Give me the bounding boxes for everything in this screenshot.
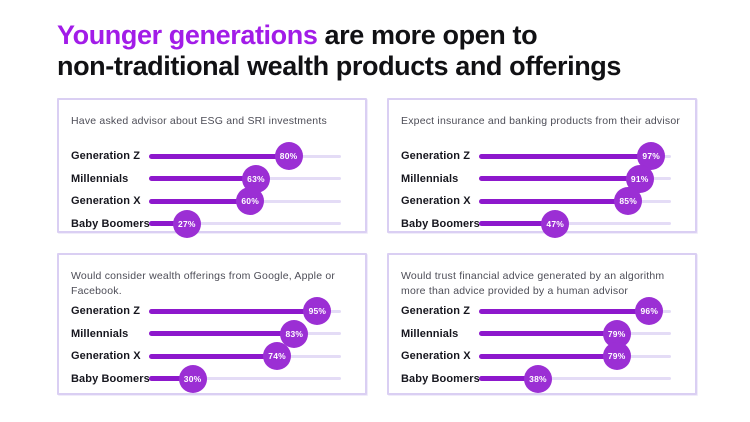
value-dot: 79% <box>602 342 631 371</box>
row-label: Millennials <box>71 172 129 185</box>
bar-line <box>479 153 658 159</box>
page-title: Younger generations are more open to non… <box>57 20 717 82</box>
track-area: 95% <box>149 297 341 326</box>
row-label: Generation Z <box>401 150 471 163</box>
track-area: 60% <box>149 187 341 216</box>
chart-row: Baby Boomers 38% <box>401 364 681 393</box>
chart-row: Millennials 79% <box>401 319 681 348</box>
bar-line <box>149 176 262 182</box>
panel-title: Expect insurance and banking products fr… <box>401 115 681 127</box>
value-dot: 27% <box>172 209 201 238</box>
panel-rows: Generation Z 95% Millennials 83% Generat… <box>71 297 351 393</box>
bar-line <box>149 353 284 359</box>
track-area: 97% <box>479 142 671 171</box>
bar-line <box>479 221 562 227</box>
track-area: 83% <box>149 319 341 348</box>
chart-row: Generation Z 95% <box>71 297 351 326</box>
chart-panel: Expect insurance and banking products fr… <box>387 98 697 238</box>
bar-line <box>479 331 623 337</box>
value-dot: 85% <box>614 187 643 216</box>
track-area: 80% <box>149 142 341 171</box>
row-label: Generation X <box>401 350 471 363</box>
row-label: Millennials <box>401 327 459 340</box>
chart-row: Generation X 85% <box>401 187 681 216</box>
value-dot: 96% <box>635 297 664 326</box>
chart-row: Generation Z 80% <box>71 142 351 171</box>
track-line <box>149 377 341 381</box>
value-dot: 95% <box>303 297 332 326</box>
chart-row: Generation Z 96% <box>401 297 681 326</box>
bar-line <box>479 376 544 382</box>
panel-rows: Generation Z 80% Millennials 63% Generat… <box>71 142 351 238</box>
panel-title: Would trust financial advice generated b… <box>401 270 665 297</box>
bar-line <box>479 308 656 314</box>
bar-line <box>479 176 646 182</box>
track-area: 38% <box>479 364 671 393</box>
track-area: 96% <box>479 297 671 326</box>
bar-line <box>149 376 199 382</box>
bar-line <box>149 221 193 227</box>
track-area: 47% <box>479 209 671 238</box>
bar-line <box>479 198 635 204</box>
value-dot: 47% <box>541 209 570 238</box>
chart-panel: Have asked advisor about ESG and SRI inv… <box>57 98 367 238</box>
bar-line <box>149 153 295 159</box>
chart-row: Millennials 83% <box>71 319 351 348</box>
value-dot: 74% <box>263 342 292 371</box>
row-label: Generation Z <box>71 150 141 163</box>
chart-panel: Would trust financial advice generated b… <box>387 253 697 395</box>
value-dot: 30% <box>178 364 207 393</box>
panels-grid: Have asked advisor about ESG and SRI inv… <box>57 98 697 395</box>
track-area: 79% <box>479 342 671 371</box>
bar-line <box>149 331 301 337</box>
title-rest: are more open to <box>317 20 538 50</box>
panel-title: Would consider wealth offerings from Goo… <box>71 270 336 297</box>
title-line2: non-traditional wealth products and offe… <box>57 51 622 81</box>
row-label: Baby Boomers <box>71 217 150 230</box>
chart-row: Generation Z 97% <box>401 142 681 171</box>
row-label: Generation X <box>401 195 471 208</box>
panel-title: Have asked advisor about ESG and SRI inv… <box>71 115 327 127</box>
track-area: 85% <box>479 187 671 216</box>
row-label: Generation Z <box>401 305 471 318</box>
row-label: Baby Boomers <box>71 372 150 385</box>
panel-rows: Generation Z 97% Millennials 91% Generat… <box>401 142 681 238</box>
chart-row: Generation X 74% <box>71 342 351 371</box>
value-dot: 83% <box>280 319 309 348</box>
title-highlight: Younger generations <box>57 20 318 50</box>
chart-row: Baby Boomers 27% <box>71 209 351 238</box>
chart-row: Baby Boomers 30% <box>71 364 351 393</box>
value-dot: 38% <box>523 364 552 393</box>
bar-line <box>479 353 623 359</box>
row-label: Generation Z <box>71 305 141 318</box>
track-line <box>479 377 671 381</box>
panel-rows: Generation Z 96% Millennials 79% Generat… <box>401 297 681 393</box>
track-line <box>479 222 671 226</box>
track-area: 74% <box>149 342 341 371</box>
row-label: Baby Boomers <box>401 372 480 385</box>
track-area: 30% <box>149 364 341 393</box>
chart-row: Generation X 79% <box>401 342 681 371</box>
row-label: Millennials <box>401 172 459 185</box>
value-dot: 80% <box>274 142 303 171</box>
row-label: Millennials <box>71 327 129 340</box>
chart-row: Baby Boomers 47% <box>401 209 681 238</box>
value-dot: 60% <box>236 187 265 216</box>
chart-row: Generation X 60% <box>71 187 351 216</box>
track-area: 27% <box>149 209 341 238</box>
track-line <box>149 222 341 226</box>
row-label: Baby Boomers <box>401 217 480 230</box>
bar-line <box>149 198 257 204</box>
chart-panel: Would consider wealth offerings from Goo… <box>57 253 367 395</box>
row-label: Generation X <box>71 195 141 208</box>
bar-line <box>149 308 324 314</box>
row-label: Generation X <box>71 350 141 363</box>
